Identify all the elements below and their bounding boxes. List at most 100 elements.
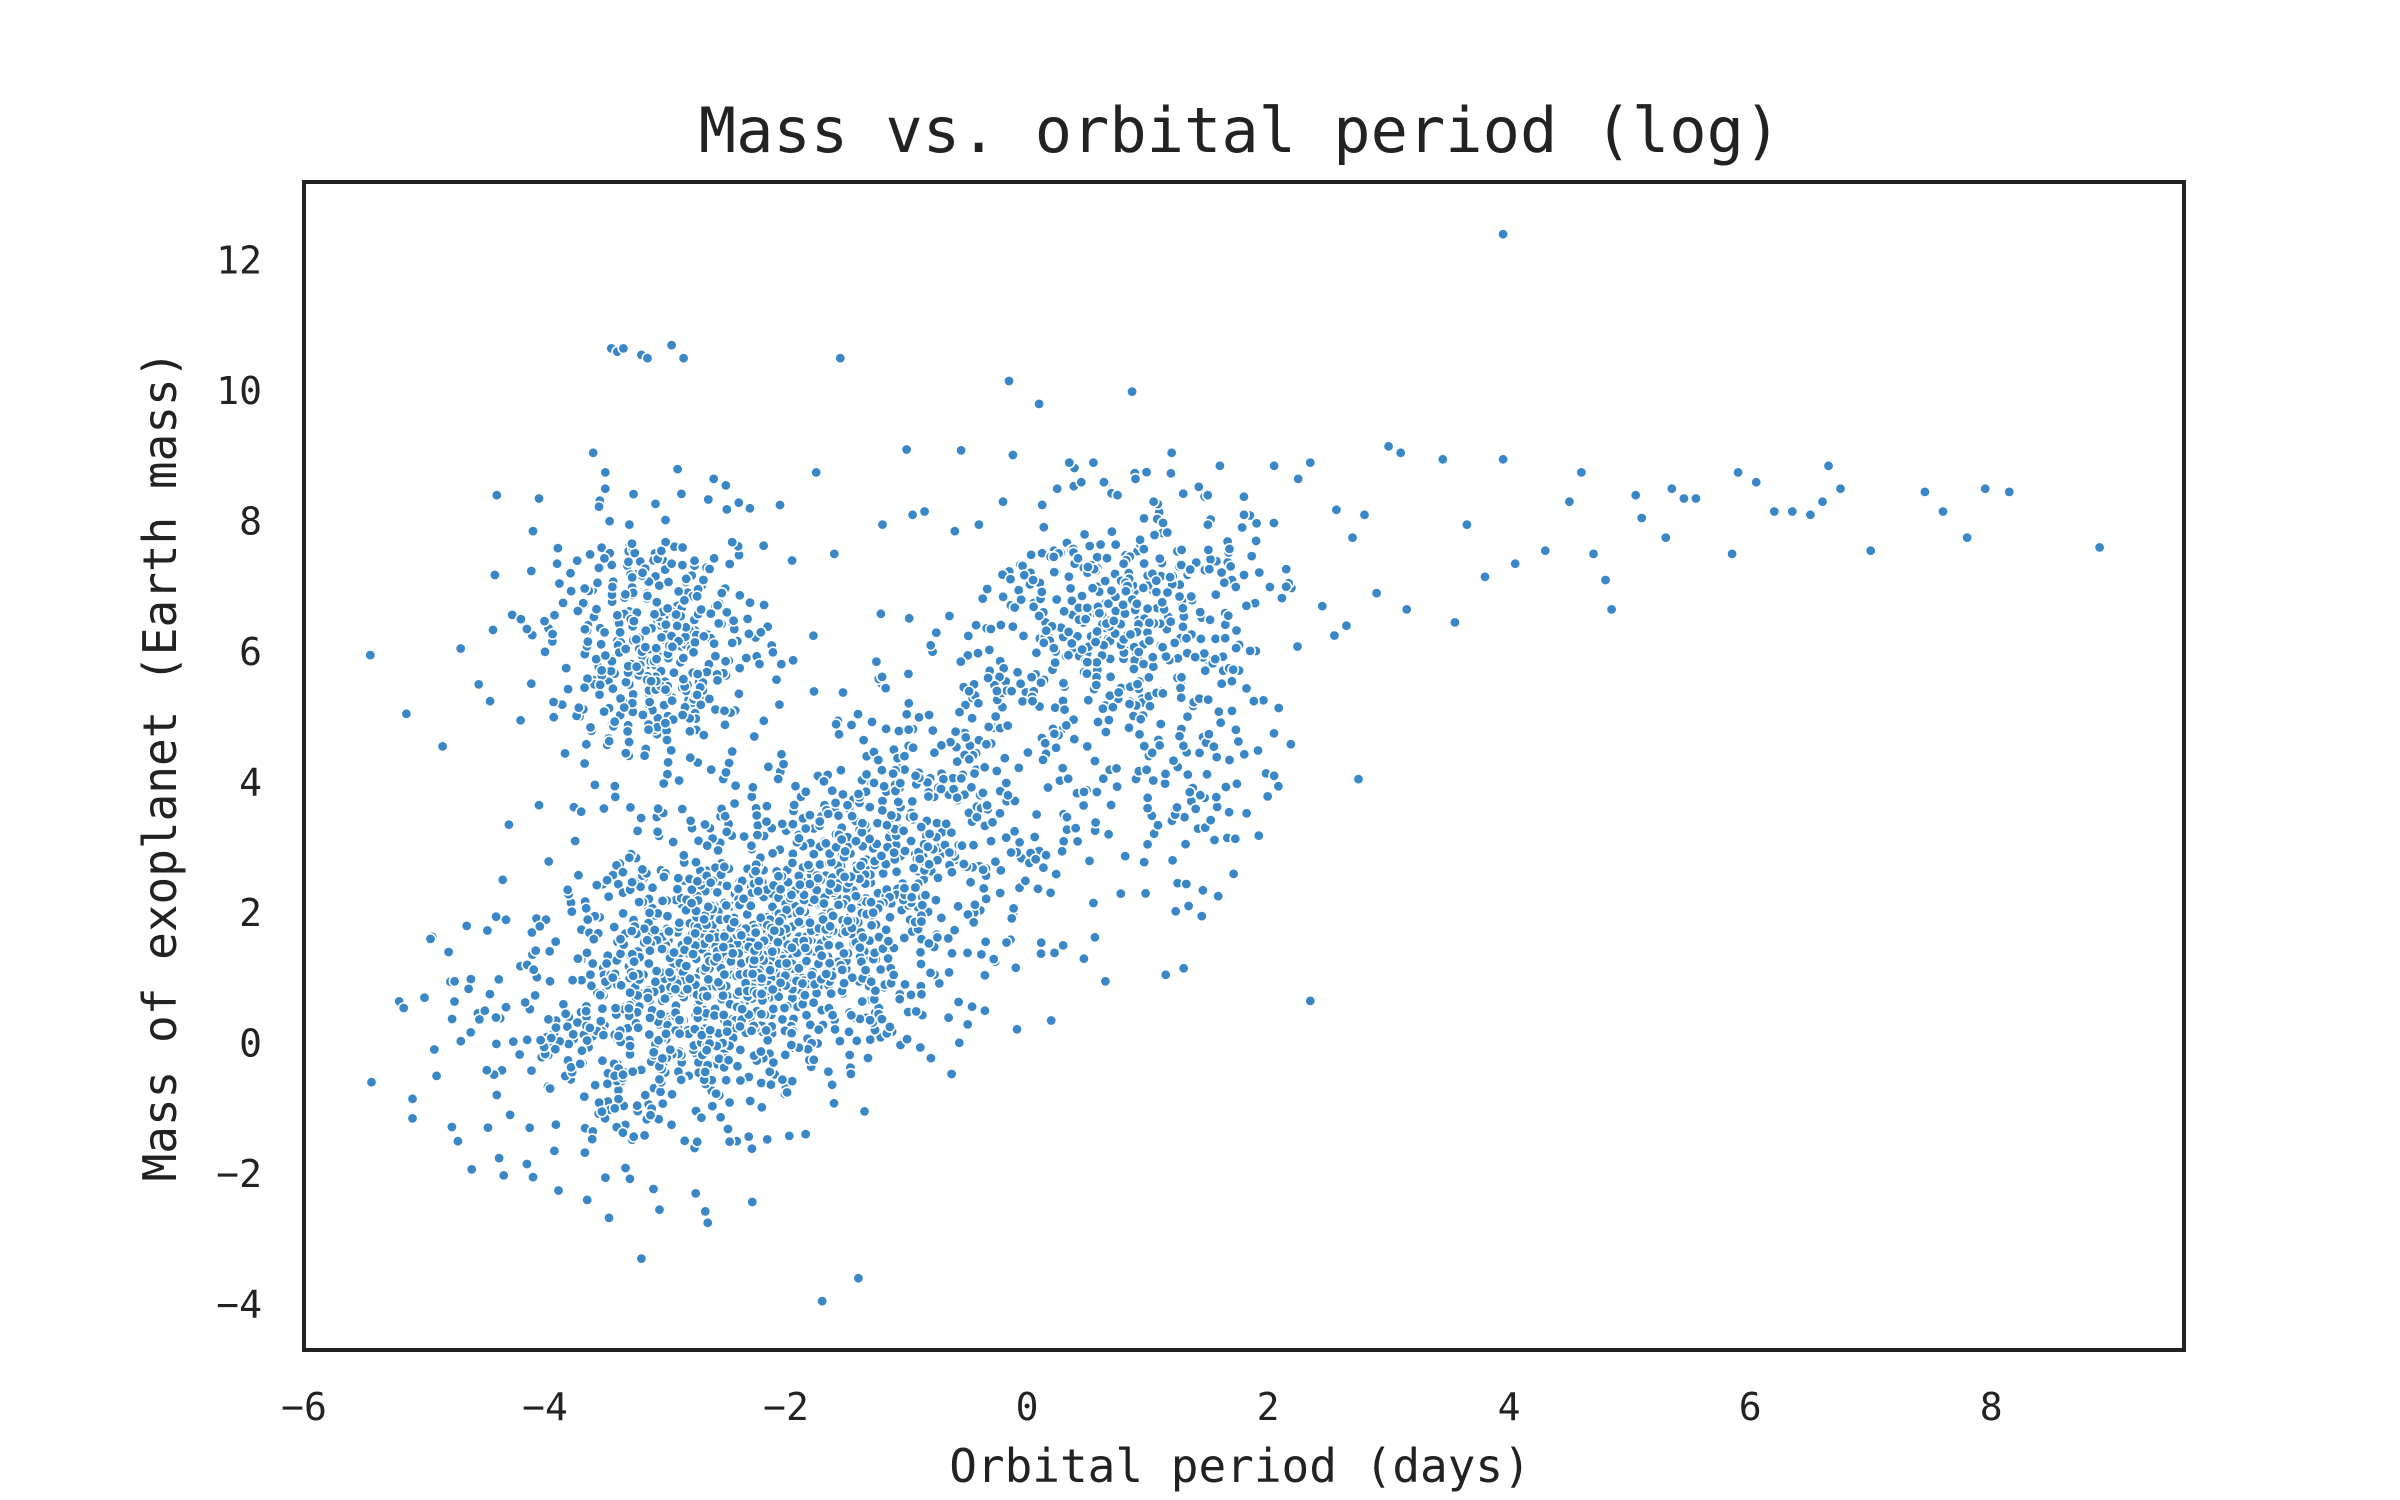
data-point bbox=[1189, 651, 1202, 664]
data-point bbox=[723, 1135, 736, 1148]
data-point bbox=[968, 767, 981, 780]
data-point bbox=[978, 1004, 991, 1017]
data-point bbox=[700, 1044, 713, 1057]
data-point bbox=[1117, 598, 1130, 611]
data-point bbox=[986, 816, 999, 829]
data-point bbox=[1212, 705, 1225, 718]
data-point bbox=[926, 724, 939, 737]
data-point bbox=[1210, 751, 1223, 764]
data-point bbox=[1048, 946, 1061, 959]
data-point bbox=[446, 1012, 459, 1025]
data-point bbox=[1105, 798, 1118, 811]
data-point bbox=[525, 926, 538, 939]
data-point bbox=[643, 906, 656, 919]
data-point bbox=[731, 1060, 744, 1073]
data-point bbox=[748, 730, 761, 743]
data-point bbox=[836, 686, 849, 699]
data-point bbox=[650, 596, 663, 609]
data-point bbox=[892, 724, 905, 737]
y-tick-label: 12 bbox=[216, 238, 262, 282]
data-point bbox=[606, 971, 619, 984]
data-point bbox=[1051, 482, 1064, 495]
data-point bbox=[627, 1130, 640, 1143]
data-point bbox=[1037, 861, 1050, 874]
data-point bbox=[664, 1043, 677, 1056]
data-point bbox=[656, 1052, 669, 1065]
data-point bbox=[630, 633, 643, 646]
x-tick-label: 8 bbox=[1980, 1385, 2003, 1429]
y-axis-ticks: −4 −2 0 2 4 6 8 10 12 bbox=[216, 238, 262, 1326]
data-point bbox=[1240, 599, 1253, 612]
data-point bbox=[1025, 548, 1038, 561]
data-point bbox=[883, 911, 896, 924]
data-point bbox=[1112, 686, 1125, 699]
data-point bbox=[1062, 625, 1075, 638]
data-point bbox=[428, 1043, 441, 1056]
data-point bbox=[875, 764, 888, 777]
data-point bbox=[1048, 566, 1061, 579]
data-point bbox=[1179, 838, 1192, 851]
data-point bbox=[662, 925, 675, 938]
x-tick-label: 6 bbox=[1739, 1385, 1762, 1429]
data-point bbox=[1816, 495, 1829, 508]
data-point bbox=[1002, 374, 1015, 387]
data-point bbox=[672, 585, 685, 598]
data-point bbox=[1497, 453, 1510, 466]
data-point bbox=[901, 1033, 914, 1046]
data-point bbox=[878, 780, 891, 793]
data-point bbox=[697, 630, 710, 643]
data-point bbox=[1164, 615, 1177, 628]
data-point bbox=[1236, 521, 1249, 534]
data-point bbox=[650, 653, 663, 666]
data-point bbox=[880, 819, 893, 832]
data-point bbox=[1092, 715, 1105, 728]
data-point bbox=[1219, 780, 1232, 793]
data-point bbox=[757, 539, 770, 552]
data-point bbox=[702, 973, 715, 986]
data-point bbox=[834, 352, 847, 365]
data-point bbox=[572, 701, 585, 714]
data-point bbox=[1101, 552, 1114, 565]
data-point bbox=[533, 920, 546, 933]
y-tick-label: 10 bbox=[216, 369, 262, 413]
data-point bbox=[712, 617, 725, 630]
data-point bbox=[1035, 585, 1048, 598]
data-point bbox=[609, 1002, 622, 1015]
data-point bbox=[1183, 786, 1196, 799]
data-point bbox=[1352, 773, 1365, 786]
data-point bbox=[828, 1023, 841, 1036]
data-point bbox=[1196, 884, 1209, 897]
data-point bbox=[915, 820, 928, 833]
data-point bbox=[1268, 769, 1281, 782]
data-point bbox=[488, 568, 501, 581]
data-point bbox=[676, 541, 689, 554]
data-point bbox=[785, 1027, 798, 1040]
data-point bbox=[777, 758, 790, 771]
data-point bbox=[1039, 737, 1052, 750]
data-point bbox=[1079, 613, 1092, 626]
data-point bbox=[897, 824, 910, 837]
data-point bbox=[786, 554, 799, 567]
data-point bbox=[643, 1011, 656, 1024]
plot-frame bbox=[302, 180, 2186, 1352]
data-point bbox=[709, 650, 722, 663]
data-point bbox=[728, 916, 741, 929]
data-point bbox=[1192, 480, 1205, 493]
data-point bbox=[549, 1043, 562, 1056]
data-point bbox=[708, 637, 721, 650]
data-point bbox=[952, 900, 965, 913]
data-point bbox=[1000, 776, 1013, 789]
data-point bbox=[608, 920, 621, 933]
data-point bbox=[961, 908, 974, 921]
data-point bbox=[912, 711, 925, 724]
data-point bbox=[701, 839, 714, 852]
data-point bbox=[1040, 849, 1053, 862]
data-point bbox=[595, 1105, 608, 1118]
data-point bbox=[1133, 728, 1146, 741]
data-point bbox=[1081, 740, 1094, 753]
data-point bbox=[781, 1086, 794, 1099]
data-point bbox=[626, 876, 639, 889]
data-point bbox=[704, 1024, 717, 1037]
data-point bbox=[1292, 472, 1305, 485]
